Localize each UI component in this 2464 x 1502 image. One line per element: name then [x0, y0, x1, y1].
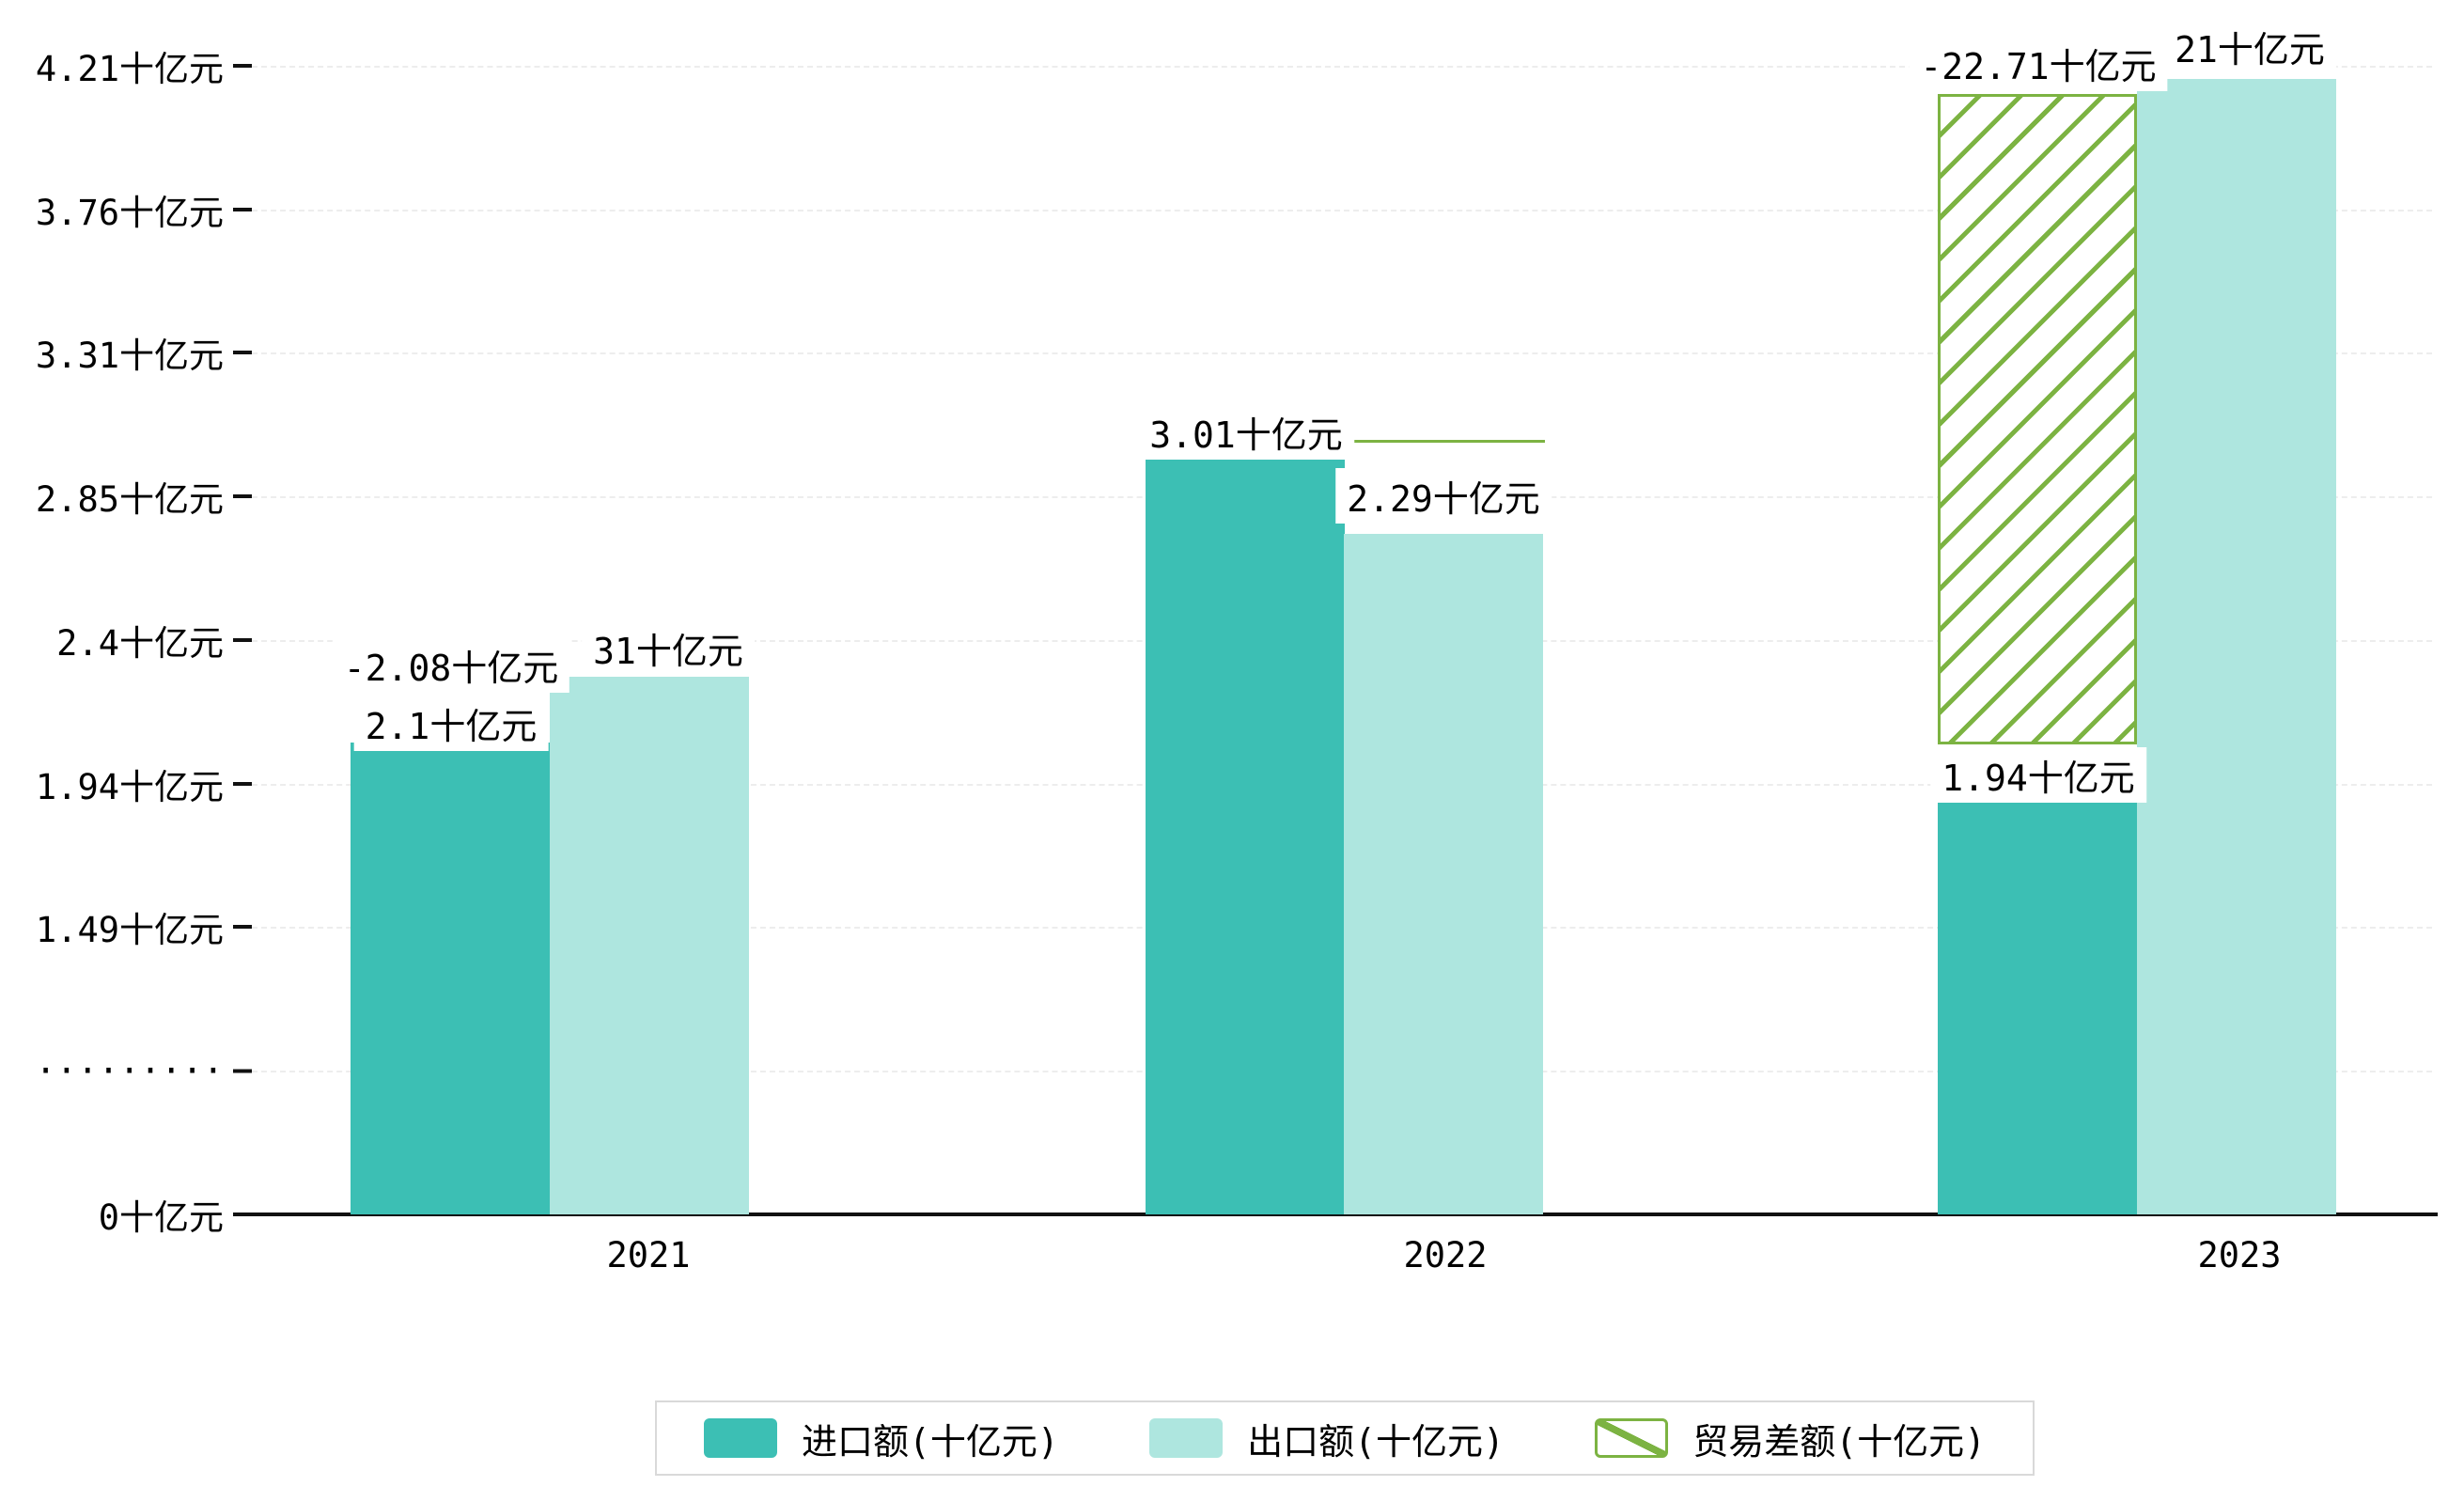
- bar-balance-2023: [1938, 94, 2137, 744]
- y-tick-mark: [233, 64, 252, 68]
- y-tick-label: 0十亿元: [98, 1197, 224, 1238]
- bar-export-2023: [2137, 79, 2336, 1214]
- label-import-2023: 1.94十亿元: [1930, 747, 2146, 803]
- x-tick-label-2022: 2022: [1403, 1235, 1488, 1275]
- bar-import-2021: [351, 743, 550, 1214]
- y-tick-label: 1.49十亿元: [35, 910, 224, 950]
- y-tick-label: 2.85十亿元: [35, 479, 224, 520]
- legend-label-balance: 贸易差额(十亿元): [1692, 1420, 1986, 1463]
- label-export-2021: 31十亿元: [582, 620, 755, 676]
- import-swatch-icon: [704, 1418, 777, 1458]
- label-balance-2023: -22.71十亿元: [1909, 36, 2168, 91]
- y-tick: ·········: [0, 1051, 252, 1091]
- y-tick-mark: [233, 351, 252, 354]
- y-tick-label: 3.76十亿元: [35, 193, 224, 233]
- y-tick-mark: [233, 1069, 252, 1072]
- y-tick: 1.94十亿元: [0, 759, 252, 809]
- y-tick: 0十亿元: [0, 1189, 252, 1240]
- gridline: [252, 210, 2432, 211]
- gridline: [252, 352, 2432, 354]
- y-tick-mark: [233, 638, 252, 642]
- x-tick-label-2021: 2021: [606, 1235, 691, 1275]
- balance-hatched-swatch-icon: [1595, 1418, 1669, 1458]
- legend: 进口额(十亿元) 出口额(十亿元) 贸易差额(十亿元): [655, 1400, 2035, 1476]
- label-balance-2021: -2.08十亿元: [332, 637, 570, 693]
- gridline: [252, 66, 2432, 68]
- bar-import-2023: [1938, 802, 2137, 1214]
- y-tick-mark: [233, 925, 252, 929]
- legend-item-export: 出口额(十亿元): [1149, 1413, 1505, 1464]
- legend-label-import: 进口额(十亿元): [802, 1420, 1059, 1463]
- bar-import-2022: [1146, 453, 1345, 1214]
- y-tick-mark: [233, 494, 252, 498]
- legend-label-export: 出口额(十亿元): [1247, 1420, 1505, 1463]
- y-tick-mark: [233, 782, 252, 786]
- x-tick-label-2023: 2023: [2197, 1235, 2282, 1275]
- label-export-2022: 2.29十亿元: [1335, 468, 1552, 524]
- label-export-2023: 21十亿元: [2163, 19, 2336, 74]
- y-tick-label: 1.94十亿元: [35, 767, 224, 807]
- y-tick-label: ·········: [35, 1050, 224, 1091]
- bar-balance-2022: [1344, 440, 1545, 443]
- legend-item-import: 进口额(十亿元): [704, 1413, 1059, 1464]
- label-import-2022: 3.01十亿元: [1138, 404, 1354, 460]
- y-tick: 3.76十亿元: [0, 184, 252, 235]
- legend-item-balance: 贸易差额(十亿元): [1595, 1413, 1986, 1464]
- y-tick-label: 2.4十亿元: [56, 623, 224, 664]
- bar-export-2022: [1344, 534, 1543, 1214]
- x-axis-line: [242, 1213, 2438, 1216]
- y-tick: 1.49十亿元: [0, 901, 252, 952]
- y-tick: 2.85十亿元: [0, 471, 252, 522]
- y-tick: 4.21十亿元: [0, 40, 252, 91]
- export-swatch-icon: [1149, 1418, 1224, 1458]
- label-import-2021: 2.1十亿元: [353, 696, 549, 751]
- y-tick: 2.4十亿元: [0, 615, 252, 665]
- y-tick-label: 4.21十亿元: [35, 49, 224, 89]
- bar-export-2021: [550, 677, 749, 1214]
- y-tick-label: 3.31十亿元: [35, 336, 224, 376]
- y-tick: 3.31十亿元: [0, 327, 252, 378]
- y-tick-mark: [233, 208, 252, 211]
